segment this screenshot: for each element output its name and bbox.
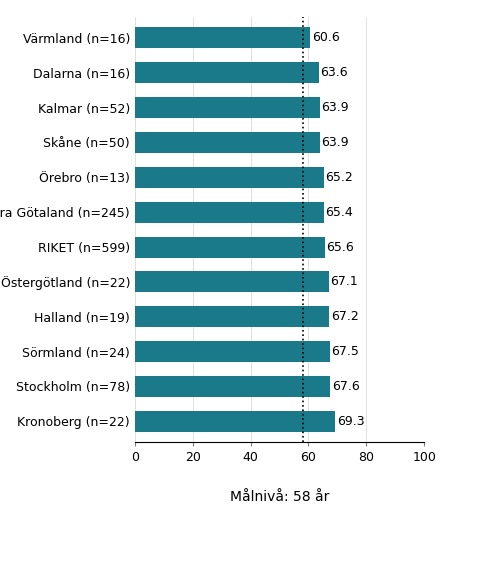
Text: 67.6: 67.6 [332,380,360,393]
Text: 65.4: 65.4 [325,206,353,219]
Bar [135,411,335,432]
Text: 63.6: 63.6 [321,66,348,79]
Text: 63.9: 63.9 [321,101,349,114]
Text: 67.2: 67.2 [331,310,359,323]
Text: 65.6: 65.6 [326,240,354,253]
Text: 67.1: 67.1 [331,276,358,289]
Bar [135,306,329,327]
Text: Målnivå: 58 år: Målnivå: 58 år [230,490,329,505]
Text: 67.5: 67.5 [332,345,360,358]
Bar [135,202,324,223]
Text: 63.9: 63.9 [321,136,349,149]
Bar [135,167,323,188]
Text: 69.3: 69.3 [337,415,364,428]
Text: 60.6: 60.6 [312,31,339,44]
Text: 65.2: 65.2 [325,171,353,184]
Bar [135,272,329,293]
Bar [135,341,330,362]
Bar [135,62,319,83]
Bar [135,27,310,48]
Bar [135,132,320,153]
Bar [135,376,331,397]
Bar [135,236,325,257]
Bar [135,97,320,118]
